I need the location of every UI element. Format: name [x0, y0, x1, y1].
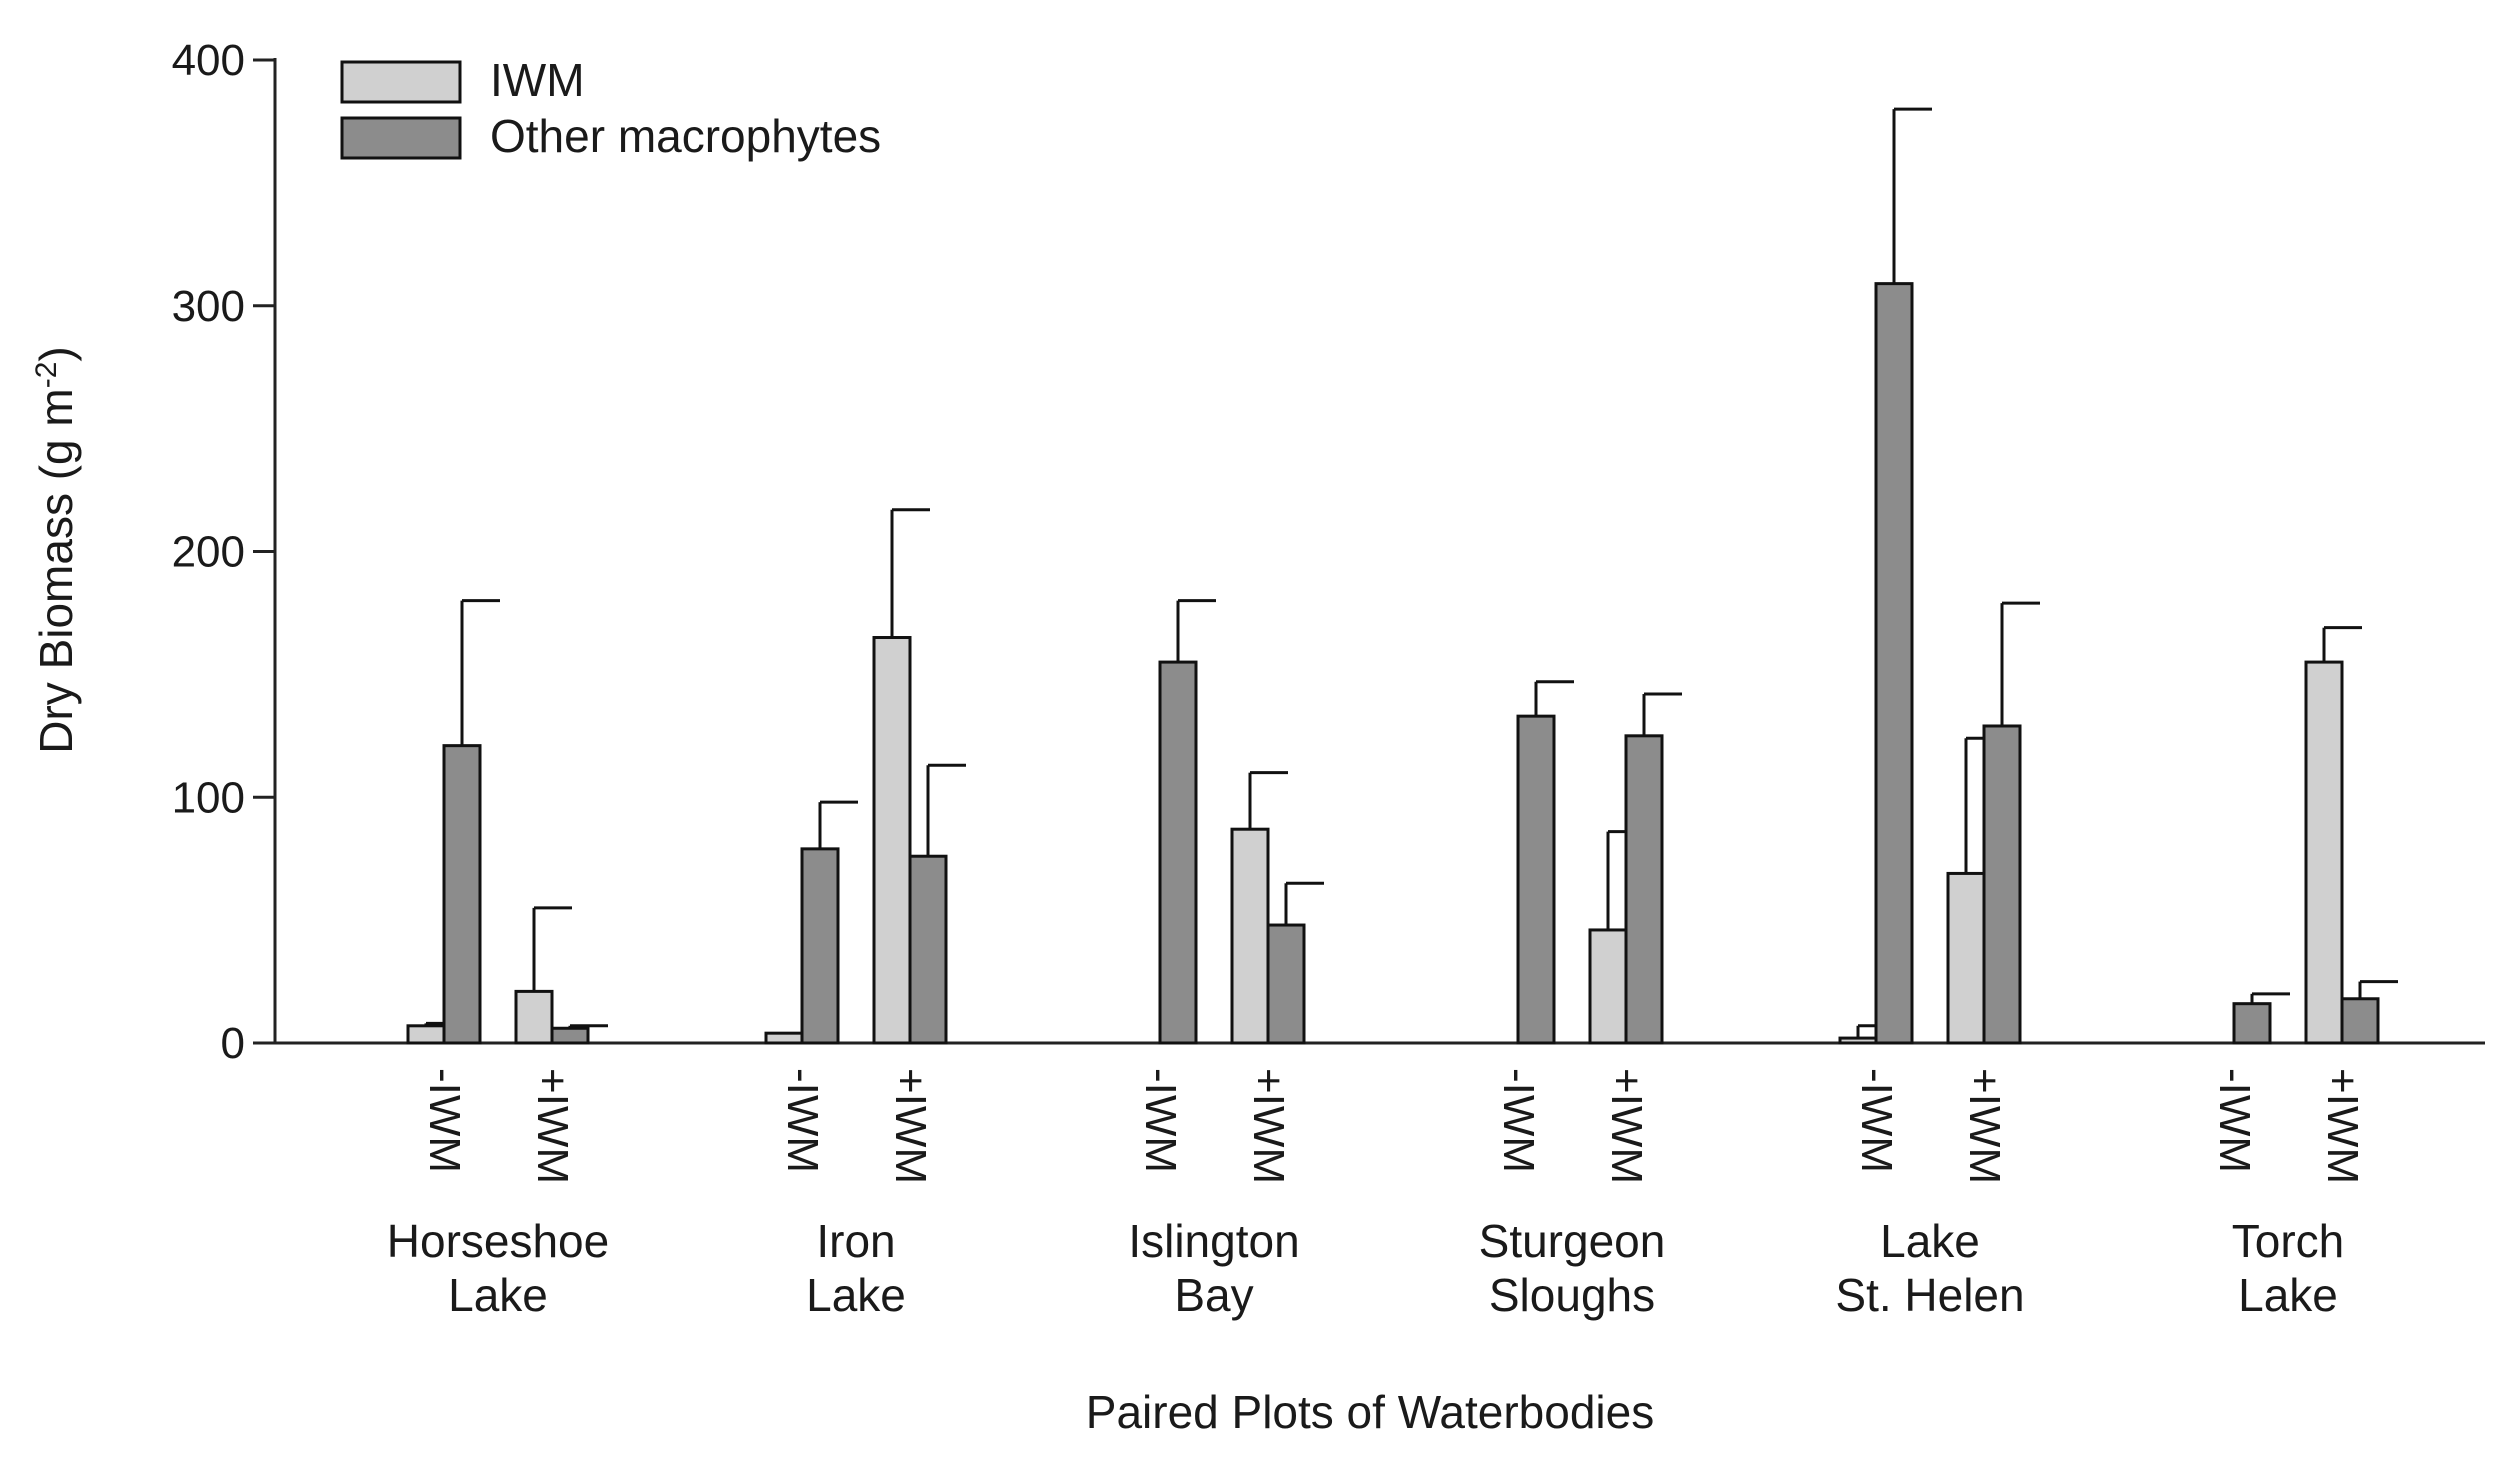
- bar-other: [2340, 997, 2380, 1045]
- plot-label: +IWM: [886, 1068, 935, 1184]
- bar-other: [800, 847, 840, 1045]
- bar-iwm: [1838, 1036, 1878, 1045]
- plot-label: +IWM: [1960, 1068, 2009, 1184]
- bar-other: [1624, 734, 1664, 1045]
- bar-iwm: [764, 1031, 804, 1045]
- bar-iwm: [406, 1024, 446, 1045]
- y-tick-label: 0: [221, 1019, 245, 1068]
- y-axis-title-close: ): [30, 346, 82, 361]
- legend-swatch-iwm: [340, 60, 462, 104]
- group-label: Horseshoe: [387, 1215, 609, 1267]
- bars-layer: [406, 107, 2398, 1045]
- plot-label: -IWM: [1494, 1068, 1543, 1173]
- group-label: Islington: [1128, 1215, 1299, 1267]
- group-label: Iron: [816, 1215, 895, 1267]
- group-label: Sloughs: [1489, 1269, 1655, 1321]
- legend-label: Other macrophytes: [490, 110, 881, 162]
- bar-other: [442, 744, 482, 1045]
- bar-iwm: [2304, 660, 2344, 1045]
- legend-label: IWM: [490, 54, 585, 106]
- bar-iwm: [1946, 871, 1986, 1045]
- bar-iwm: [514, 989, 554, 1045]
- plot-label: -IWM: [1136, 1068, 1185, 1173]
- group-label: Lake: [448, 1269, 548, 1321]
- y-tick-label: 400: [172, 36, 245, 85]
- bar-other: [1158, 660, 1198, 1045]
- axes-layer: [253, 58, 2485, 1045]
- bar-other: [550, 1026, 590, 1045]
- group-label: Lake: [806, 1269, 906, 1321]
- bar-iwm: [1588, 928, 1628, 1045]
- bar-other: [1874, 282, 1914, 1045]
- bar-other: [1516, 714, 1556, 1045]
- legend-swatch-other: [340, 116, 462, 160]
- group-label: St. Helen: [1835, 1269, 2024, 1321]
- plot-label: +IWM: [528, 1068, 577, 1184]
- bar-other: [2232, 1002, 2272, 1045]
- plot-label: -IWM: [1852, 1068, 1901, 1173]
- group-label: Lake: [2238, 1269, 2338, 1321]
- plot-label: -IWM: [2210, 1068, 2259, 1173]
- y-tick-label: 100: [172, 773, 245, 822]
- plot-label: -IWM: [420, 1068, 469, 1173]
- y-tick-label: 200: [172, 528, 245, 577]
- bar-iwm: [872, 636, 912, 1045]
- plot-label: +IWM: [1602, 1068, 1651, 1184]
- group-label: Lake: [1880, 1215, 1980, 1267]
- group-label: Torch: [2232, 1215, 2344, 1267]
- plot-label: +IWM: [1244, 1068, 1293, 1184]
- bar-iwm: [1230, 827, 1270, 1045]
- y-axis-title: Dry Biomass (g m-2): [30, 346, 82, 754]
- plot-label: +IWM: [2318, 1068, 2367, 1184]
- y-tick-label: 300: [172, 282, 245, 331]
- bar-other: [908, 854, 948, 1045]
- y-axis-title-superscript: -2: [30, 362, 63, 389]
- group-label: Sturgeon: [1479, 1215, 1666, 1267]
- bar-other: [1266, 923, 1306, 1045]
- x-axis-title: Paired Plots of Waterbodies: [1086, 1386, 1654, 1438]
- plot-label: -IWM: [778, 1068, 827, 1173]
- group-label: Bay: [1174, 1269, 1253, 1321]
- bar-other: [1982, 724, 2022, 1045]
- y-axis-title-main: Dry Biomass (g m: [30, 388, 82, 753]
